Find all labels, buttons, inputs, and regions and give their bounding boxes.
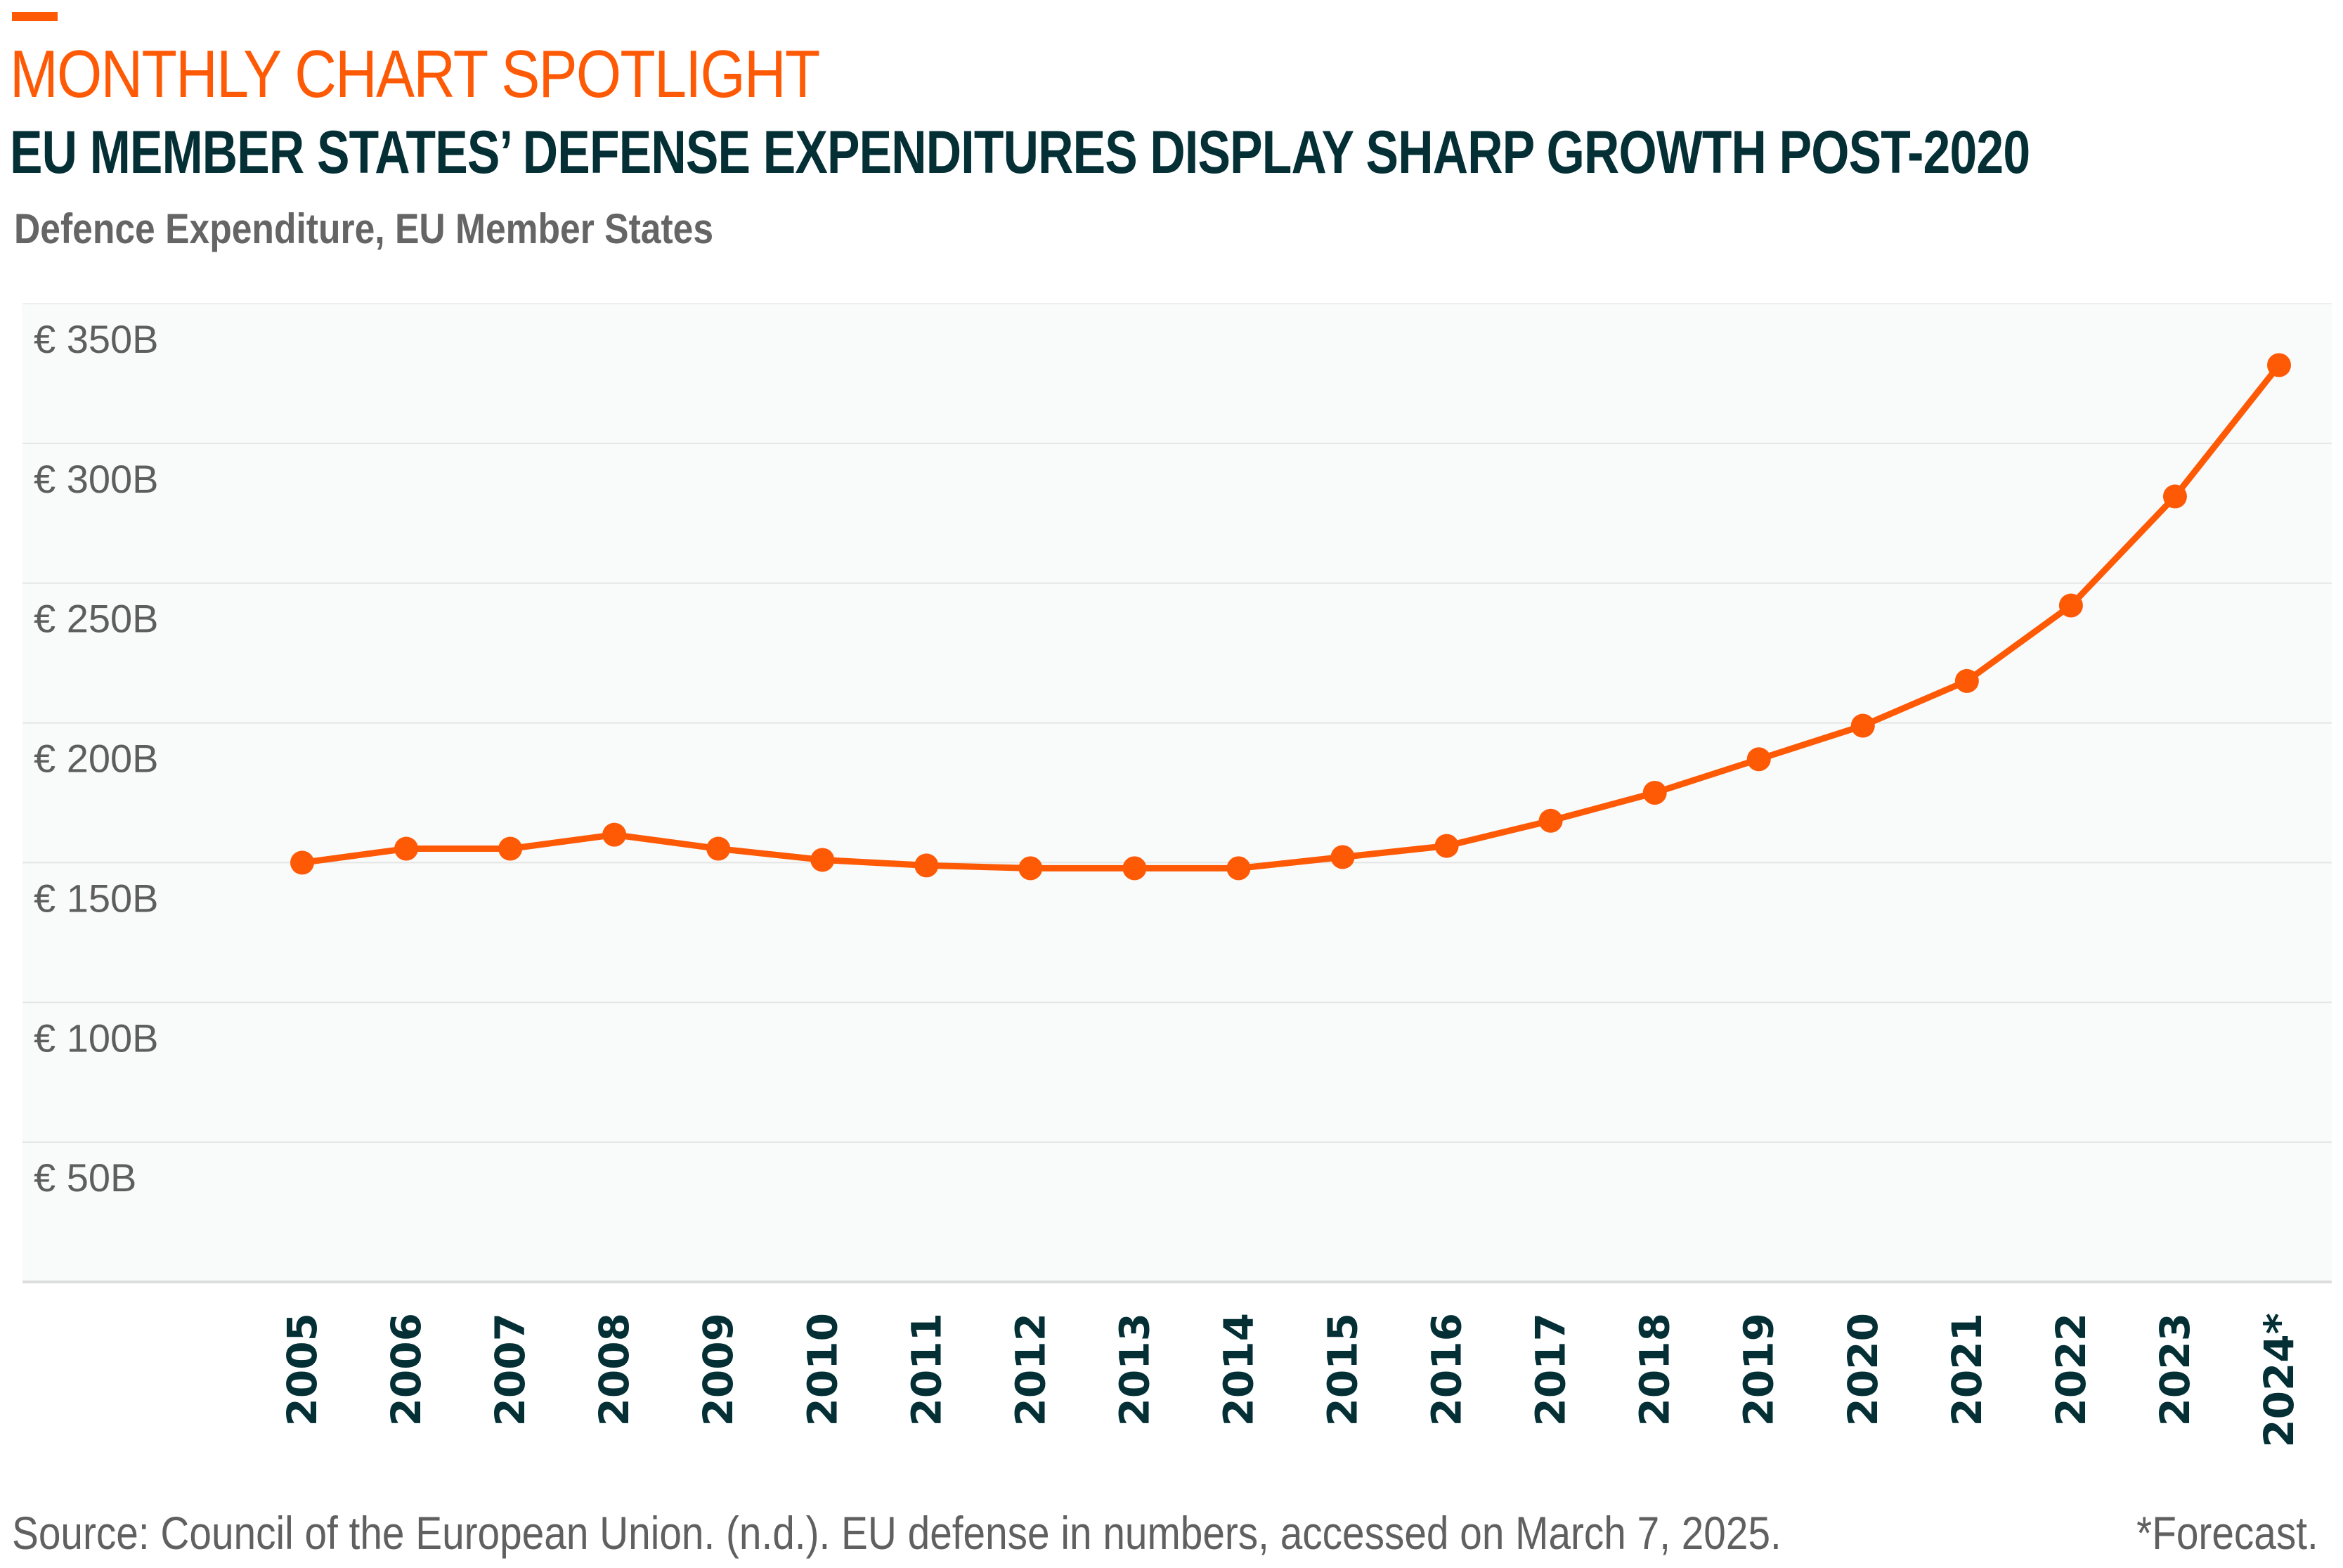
data-point bbox=[810, 848, 835, 872]
chart-title: Defence Expenditure, EU Member States bbox=[14, 205, 714, 252]
data-point bbox=[1018, 856, 1043, 881]
y-axis-ticks: € 50B € 100B € 150B € 200B € 250B € 300B € 350… bbox=[34, 317, 159, 1200]
data-point bbox=[498, 836, 523, 861]
x-tick-label: 2017 bbox=[1527, 1313, 1575, 1426]
data-point bbox=[706, 836, 731, 861]
x-tick-label: 2020 bbox=[1839, 1313, 1887, 1426]
x-tick-label: 2023 bbox=[2151, 1313, 2199, 1426]
x-tick-label: 2010 bbox=[798, 1313, 846, 1426]
data-point bbox=[1642, 781, 1667, 805]
x-tick-label: 2024* bbox=[2255, 1313, 2303, 1448]
chart-headline: EU MEMBER STATES’ DEFENSE EXPENDITURES D… bbox=[10, 119, 2030, 186]
x-tick-label: 2011 bbox=[902, 1313, 950, 1426]
y-tick-label: € 200B bbox=[34, 737, 159, 781]
data-point bbox=[1122, 856, 1147, 881]
data-point bbox=[290, 850, 314, 875]
data-point bbox=[1850, 713, 1875, 738]
accent-bar bbox=[12, 12, 58, 21]
x-tick-label: 2016 bbox=[1423, 1313, 1471, 1426]
forecast-note: *Forecast. bbox=[2136, 1507, 2318, 1559]
data-point bbox=[602, 822, 627, 847]
x-tick-label: 2018 bbox=[1631, 1313, 1679, 1426]
data-point bbox=[1434, 834, 1459, 858]
data-point bbox=[914, 853, 939, 878]
x-tick-label: 2009 bbox=[694, 1313, 742, 1426]
data-point bbox=[1538, 808, 1563, 833]
kicker-label: MONTHLY CHART SPOTLIGHT bbox=[10, 37, 820, 112]
plot-area bbox=[22, 304, 2332, 1282]
x-tick-label: 2014 bbox=[1214, 1313, 1262, 1426]
data-point bbox=[1226, 856, 1251, 881]
y-tick-label: € 300B bbox=[34, 457, 159, 501]
x-tick-label: 2021 bbox=[1943, 1313, 1991, 1426]
data-point bbox=[2058, 593, 2083, 618]
data-point bbox=[2267, 353, 2291, 377]
x-axis-ticks: 2005 2006 2007 2008 2009 2010 2011 2012 2013 2014… bbox=[278, 1313, 2303, 1448]
series-line-group bbox=[290, 353, 2291, 881]
x-tick-label: 2013 bbox=[1110, 1313, 1158, 1426]
data-point bbox=[1954, 668, 1979, 693]
x-tick-label: 2022 bbox=[2047, 1313, 2095, 1426]
source-note: Source: Council of the European Union. (… bbox=[12, 1507, 1781, 1559]
x-tick-label: 2008 bbox=[590, 1313, 638, 1426]
x-tick-label: 2005 bbox=[278, 1313, 326, 1426]
data-point bbox=[1330, 845, 1355, 869]
x-tick-label: 2006 bbox=[382, 1313, 430, 1426]
y-tick-label: € 350B bbox=[34, 317, 159, 361]
x-tick-label: 2015 bbox=[1319, 1313, 1367, 1426]
y-tick-label: € 150B bbox=[34, 876, 159, 920]
data-point bbox=[1746, 747, 1771, 772]
y-tick-label: € 250B bbox=[34, 597, 159, 641]
y-tick-label: € 50B bbox=[34, 1155, 136, 1200]
gridlines bbox=[22, 303, 2332, 1283]
data-point bbox=[2162, 484, 2187, 509]
y-tick-label: € 100B bbox=[34, 1016, 159, 1060]
series-line bbox=[299, 361, 2283, 872]
x-tick-label: 2012 bbox=[1006, 1313, 1054, 1426]
x-tick-label: 2019 bbox=[1735, 1313, 1783, 1426]
x-tick-label: 2007 bbox=[486, 1313, 534, 1426]
data-point bbox=[394, 836, 419, 861]
